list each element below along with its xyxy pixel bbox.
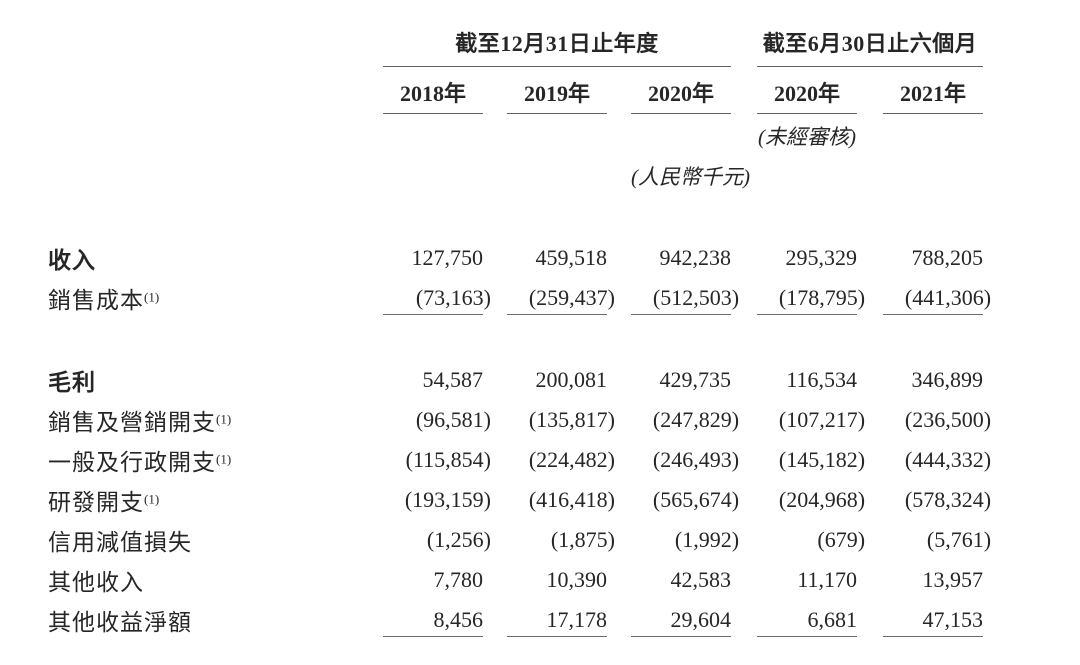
value-cell: (246,493) <box>652 447 740 472</box>
value-cell: 17,178 <box>507 600 615 640</box>
value-cell: (193,159) <box>404 487 491 512</box>
year-header-2021: 2021年 <box>883 67 991 114</box>
value-cell: 295,329 <box>785 245 858 270</box>
value-cell: (5,761) <box>926 527 992 552</box>
value-cell: (96,581) <box>415 407 491 432</box>
value-cell: (1,992) <box>674 527 740 552</box>
currency-unit-row: (人民幣千元) <box>48 157 991 195</box>
value-cell: 11,170 <box>797 567 858 592</box>
value-cell: (247,829) <box>652 407 740 432</box>
value-cell: 127,750 <box>411 245 484 270</box>
value-cell: (1,875) <box>550 527 615 552</box>
value-cell: (679) <box>817 527 866 552</box>
unaudited-note: (未經審核) <box>758 124 857 149</box>
row-cost-of-sales: 銷售成本(1) (73,163) (259,437) (512,503) (17… <box>48 278 991 318</box>
row-label: 毛利 <box>48 370 96 395</box>
year-header-2020-interim: 2020年 <box>757 67 865 114</box>
value-cell: (578,324) <box>904 487 992 512</box>
year-header-2019: 2019年 <box>507 67 615 114</box>
row-general-admin-expenses: 一般及行政開支(1) (115,854) (224,482) (246,493)… <box>48 440 991 480</box>
row-other-gains-net: 其他收益淨額 8,456 17,178 29,604 6,681 47,153 <box>48 600 991 640</box>
value-cell: 942,238 <box>659 245 732 270</box>
value-cell: (145,182) <box>778 447 866 472</box>
value-cell: (236,500) <box>904 407 992 432</box>
row-label: 研發開支 <box>48 490 144 515</box>
row-label: 一般及行政開支 <box>48 450 216 475</box>
row-revenue: 收入 127,750 459,518 942,238 295,329 788,2… <box>48 238 991 278</box>
value-cell: 47,153 <box>883 600 991 640</box>
value-cell: 346,899 <box>911 367 984 392</box>
value-cell: (1,256) <box>426 527 491 552</box>
row-label: 收入 <box>48 248 96 273</box>
row-other-income: 其他收入 7,780 10,390 42,583 11,170 13,957 <box>48 560 991 600</box>
value-cell: 429,735 <box>659 367 732 392</box>
row-gross-profit: 毛利 54,587 200,081 429,735 116,534 346,89… <box>48 360 991 400</box>
footnote-marker: (1) <box>216 411 232 427</box>
value-cell: 6,681 <box>757 600 865 640</box>
value-cell: 13,957 <box>922 567 984 592</box>
value-cell: (224,482) <box>528 447 615 472</box>
value-cell: 459,518 <box>535 245 608 270</box>
value-cell: (135,817) <box>528 407 615 432</box>
value-cell: (115,854) <box>405 447 491 472</box>
row-rd-expenses: 研發開支(1) (193,159) (416,418) (565,674) (2… <box>48 480 991 520</box>
year-header-2020: 2020年 <box>631 67 739 114</box>
period-group-header-row: 截至12月31日止年度 截至6月30日止六個月 <box>48 26 991 67</box>
footnote-marker: (1) <box>144 491 160 507</box>
row-label: 其他收入 <box>48 570 144 595</box>
year-header-row: 2018年 2019年 2020年 2020年 2021年 <box>48 67 991 114</box>
value-cell: 200,081 <box>535 367 608 392</box>
value-cell: (178,795) <box>757 278 865 318</box>
row-label: 其他收益淨額 <box>48 610 192 635</box>
value-cell: (441,306) <box>883 278 991 318</box>
row-selling-marketing-expenses: 銷售及營銷開支(1) (96,581) (135,817) (247,829) … <box>48 400 991 440</box>
value-cell: (259,437) <box>507 278 615 318</box>
value-cell: (73,163) <box>383 278 491 318</box>
row-label: 銷售成本 <box>48 288 144 313</box>
value-cell: 10,390 <box>546 567 608 592</box>
value-cell: (444,332) <box>904 447 992 472</box>
value-cell: (107,217) <box>778 407 866 432</box>
period-group-interim: 截至6月30日止六個月 <box>757 26 991 67</box>
income-statement-table: 截至12月31日止年度 截至6月30日止六個月 2018年 2019年 2020… <box>48 26 991 640</box>
footnote-marker: (1) <box>144 289 160 305</box>
value-cell: (565,674) <box>652 487 740 512</box>
currency-unit-note: (人民幣千元) <box>631 165 750 189</box>
value-cell: (512,503) <box>631 278 739 318</box>
value-cell: 7,780 <box>433 567 484 592</box>
value-cell: (416,418) <box>528 487 615 512</box>
footnote-marker: (1) <box>216 451 232 467</box>
value-cell: 42,583 <box>670 567 732 592</box>
value-cell: 54,587 <box>422 367 484 392</box>
period-group-annual: 截至12月31日止年度 <box>383 26 739 67</box>
row-credit-impairment-losses: 信用減值損失 (1,256) (1,875) (1,992) (679) (5,… <box>48 520 991 560</box>
unaudited-note-row: (未經審核) <box>48 114 991 157</box>
year-header-2018: 2018年 <box>383 67 491 114</box>
value-cell: 29,604 <box>631 600 739 640</box>
row-label: 銷售及營銷開支 <box>48 410 216 435</box>
value-cell: (204,968) <box>778 487 866 512</box>
value-cell: 116,534 <box>786 367 858 392</box>
row-label: 信用減值損失 <box>48 530 192 555</box>
value-cell: 788,205 <box>911 245 984 270</box>
value-cell: 8,456 <box>383 600 491 640</box>
